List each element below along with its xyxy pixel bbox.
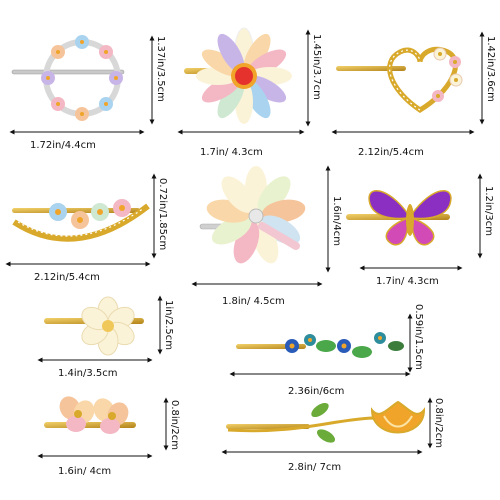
crescent-flowers <box>49 199 131 229</box>
large-daisy-petals <box>206 166 306 264</box>
clip-heart: 2.12in/5.4cm 1.42in/3.6cm <box>331 31 496 158</box>
item9-height-label: 0.8in/2cm <box>169 400 180 450</box>
clip-crescent: 2.12in/5.4cm 0.72in/1.85cm <box>5 173 168 283</box>
item2-width-label: 1.7in/ 4.3cm <box>200 147 263 158</box>
bar-flowers <box>285 332 404 358</box>
item3-width-label: 2.12in/5.4cm <box>358 147 424 158</box>
item4-height-label: 0.72in/1.85cm <box>157 178 168 250</box>
item8-height-label: 0.59in/1.5cm <box>413 304 424 370</box>
clip-large-daisy: 1.8in/ 4.5cm 1.6in/4cm <box>191 165 342 307</box>
clip-small-white-flower: 1.4in/3.5cm 1in/2.5cm <box>37 295 174 379</box>
item5-height-label: 1.6in/4cm <box>331 196 342 246</box>
item3-height-label: 1.42in/3.6cm <box>485 36 496 102</box>
peach-flower-petals <box>59 396 129 434</box>
item1-width-label: 1.72in/4.4cm <box>30 140 96 151</box>
clip-daisy: 1.7in/ 4.3cm 1.45in/3.7cm <box>177 27 322 158</box>
clip-tulip: 2.8in/ 7cm 0.8in/2cm <box>221 397 444 473</box>
item8-width-label: 2.36in/6cm <box>288 386 344 397</box>
item9-width-label: 1.6in/ 4cm <box>58 466 111 477</box>
clip-flower-bar: 2.36in/6cm 0.59in/1.5cm <box>229 304 424 397</box>
clip-butterfly: 1.7in/ 4.3cm 1.2in/3cm <box>346 173 494 287</box>
clip-wreath: 1.72in/4.4cm 1.37in/3.5cm <box>9 35 166 151</box>
wreath-flowers <box>41 35 123 121</box>
item7-height-label: 1in/2.5cm <box>163 300 174 350</box>
butterfly-wings <box>368 189 452 246</box>
item1-height-label: 1.37in/3.5cm <box>155 36 166 102</box>
daisy-petals <box>196 27 292 124</box>
item10-height-label: 0.8in/2cm <box>433 398 444 448</box>
item5-width-label: 1.8in/ 4.5cm <box>222 296 285 307</box>
clip-peach-flowers: 1.6in/ 4cm 0.8in/2cm <box>37 396 180 477</box>
small-flower-petals <box>81 296 135 356</box>
tulip-bloom <box>370 400 426 434</box>
item6-height-label: 1.2in/3cm <box>483 186 494 236</box>
item7-width-label: 1.4in/3.5cm <box>58 368 118 379</box>
item10-width-label: 2.8in/ 7cm <box>288 462 341 473</box>
heart-flowers <box>432 47 463 102</box>
item2-height-label: 1.45in/3.7cm <box>311 34 322 100</box>
item6-width-label: 1.7in/ 4.3cm <box>376 276 439 287</box>
item4-width-label: 2.12in/5.4cm <box>34 272 100 283</box>
